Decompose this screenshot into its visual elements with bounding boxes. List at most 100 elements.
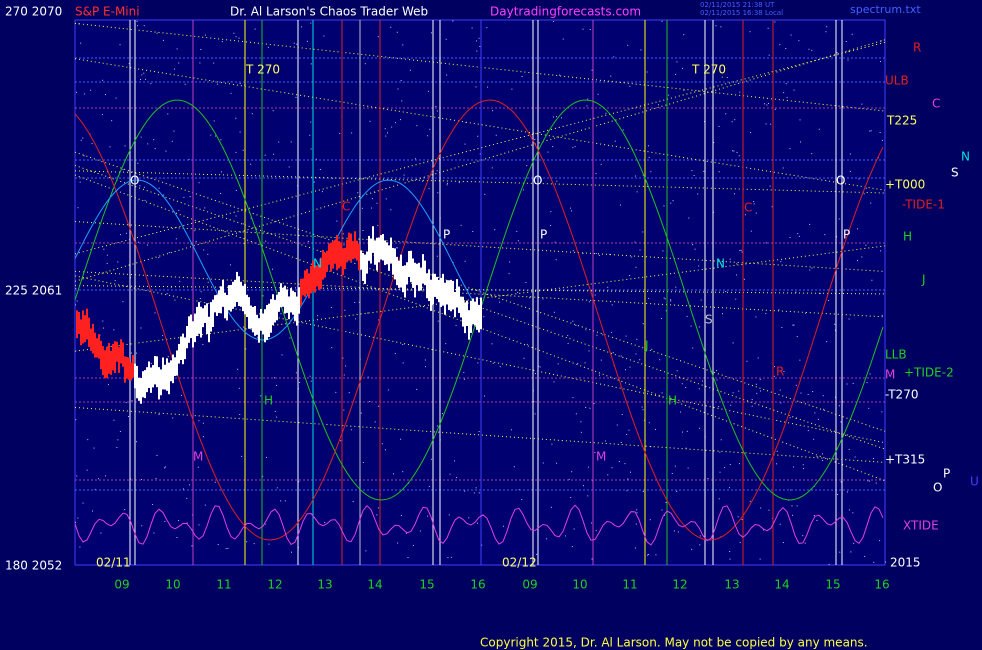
dot [609, 253, 611, 255]
dot [75, 419, 77, 421]
dot [659, 359, 661, 361]
dot [162, 39, 164, 41]
dot [852, 383, 854, 385]
dot [238, 37, 240, 39]
dot [533, 401, 535, 403]
dot [377, 507, 379, 509]
dot [374, 421, 376, 423]
dot [153, 532, 155, 534]
dot [642, 323, 644, 325]
dot [557, 363, 559, 365]
cycle-line [74, 406, 886, 463]
dot [679, 411, 681, 413]
dot [594, 451, 596, 453]
dot [140, 136, 142, 138]
dot [774, 21, 776, 23]
dot [145, 78, 147, 80]
date-label: 02/11 [96, 556, 131, 570]
dot [580, 421, 582, 423]
dot [816, 519, 818, 521]
dot [525, 281, 527, 283]
dot [168, 252, 170, 254]
dot [674, 465, 676, 467]
dot [629, 366, 631, 368]
dot [720, 439, 722, 441]
dot [634, 175, 636, 177]
dot [405, 532, 407, 534]
curve [74, 99, 884, 541]
dot [731, 121, 733, 123]
dot [735, 298, 737, 300]
dot [136, 441, 138, 443]
chart-label: P [843, 228, 850, 242]
dot [575, 413, 577, 415]
x-tick-label: 14 [774, 578, 789, 592]
dot [573, 528, 575, 530]
dot [571, 471, 573, 473]
dot [690, 325, 692, 327]
dot [477, 362, 479, 364]
dot [135, 352, 137, 354]
dot [317, 315, 319, 317]
dot [242, 149, 244, 151]
right-label: J [921, 273, 926, 287]
dot [430, 32, 432, 34]
dot [587, 495, 589, 497]
dot [241, 455, 243, 457]
dot [677, 531, 679, 533]
dot [768, 509, 770, 511]
dot [626, 433, 628, 435]
dot [126, 232, 128, 234]
dot [539, 366, 541, 368]
dot [555, 259, 557, 261]
dot [798, 235, 800, 237]
dot [556, 180, 558, 182]
dot [686, 430, 688, 432]
dot [93, 447, 95, 449]
dot [199, 62, 201, 64]
dot [598, 374, 600, 376]
dot [265, 240, 267, 242]
dot [814, 412, 816, 414]
dot [385, 135, 387, 137]
dot [596, 334, 598, 336]
dot [243, 243, 245, 245]
dot [348, 392, 350, 394]
dot [436, 110, 438, 112]
dot [214, 481, 216, 483]
dot [235, 117, 237, 119]
dot [713, 142, 715, 144]
dot [491, 167, 493, 169]
dot [295, 372, 297, 374]
dot [588, 301, 590, 303]
dot [735, 274, 737, 276]
dot [369, 120, 371, 122]
dot [799, 359, 801, 361]
dot [400, 514, 402, 516]
dot [734, 119, 736, 121]
dot [648, 297, 650, 299]
dot [759, 558, 761, 560]
dot [881, 411, 883, 413]
x-tick-label: 15 [419, 578, 434, 592]
dot [445, 343, 447, 345]
dot [631, 256, 633, 258]
dot [842, 106, 844, 108]
dot [529, 297, 531, 299]
cycle-line [74, 39, 886, 282]
left-label: 225 2061 [5, 284, 62, 298]
dot [795, 384, 797, 386]
dot [692, 347, 694, 349]
dot [812, 391, 814, 393]
right-label: T225 [886, 114, 917, 128]
dot [428, 188, 430, 190]
dot [202, 422, 204, 424]
dot [597, 93, 599, 95]
dot [484, 193, 486, 195]
dot [233, 32, 235, 34]
dot [131, 400, 133, 402]
dot [428, 485, 430, 487]
dot [796, 505, 798, 507]
dot [494, 229, 496, 231]
dot [464, 260, 466, 262]
